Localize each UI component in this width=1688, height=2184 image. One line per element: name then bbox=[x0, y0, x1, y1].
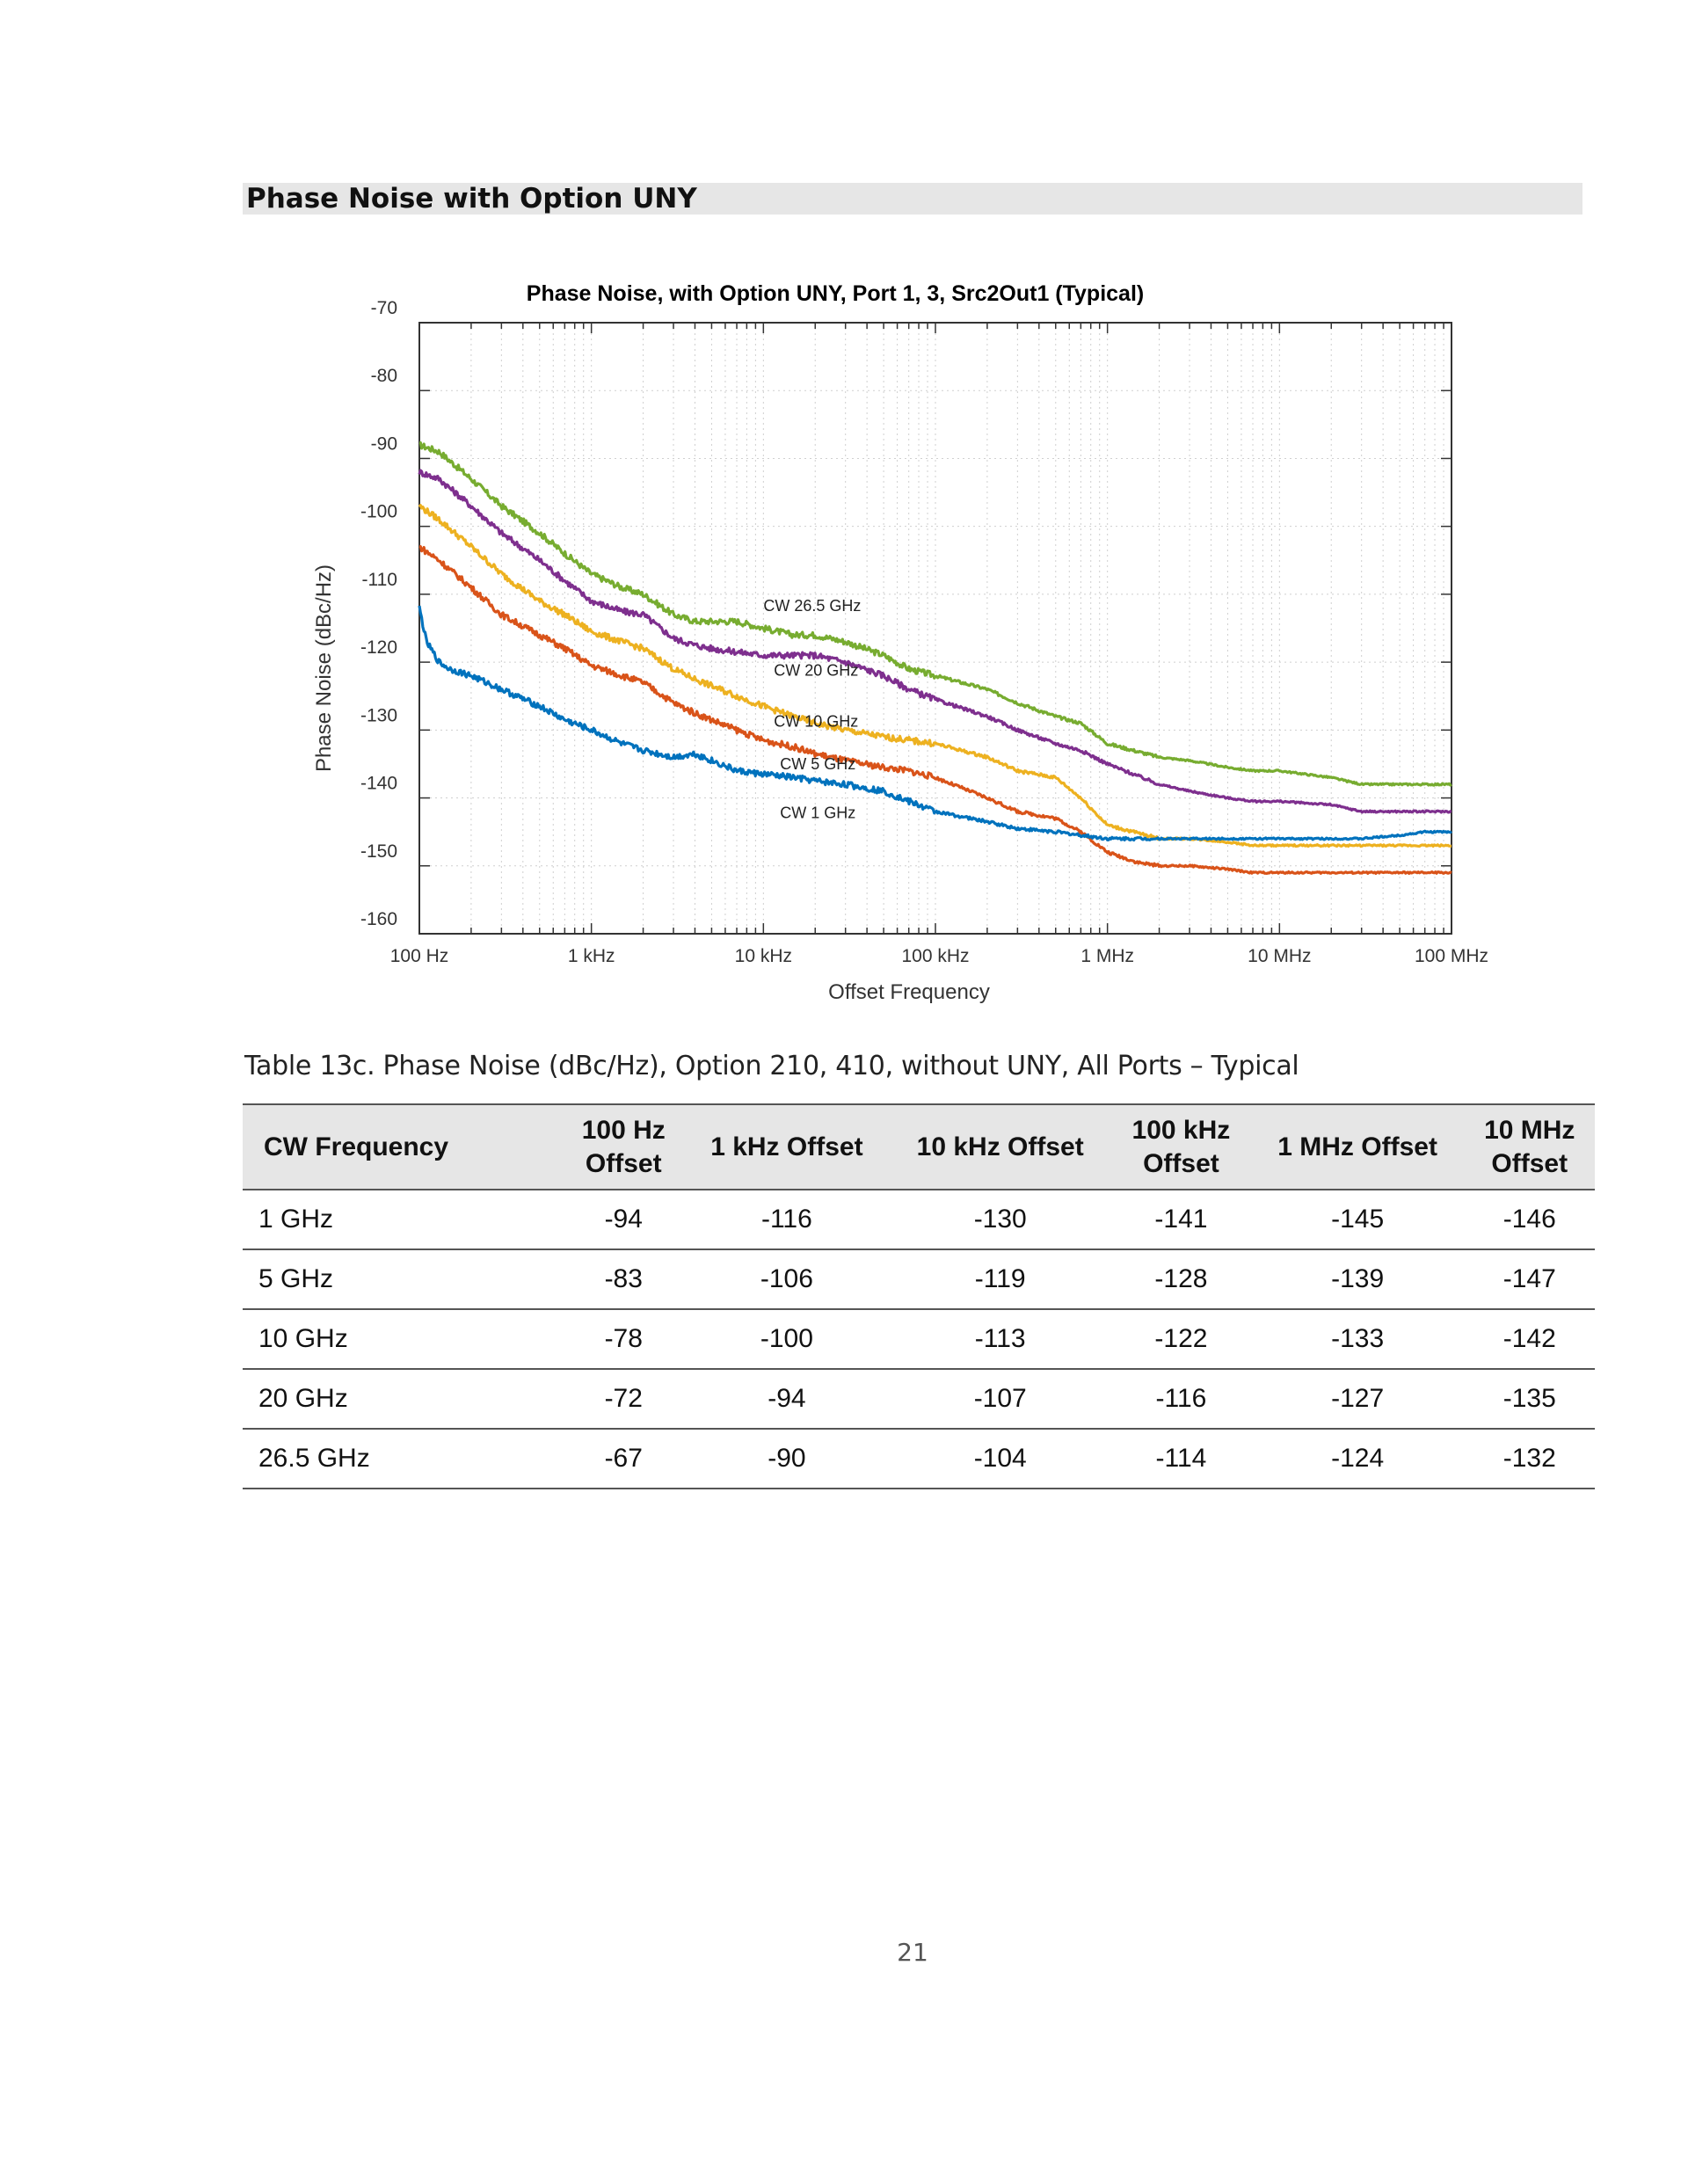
table-cell: -116 bbox=[684, 1190, 890, 1250]
y-axis-label: Phase Noise (dBc/Hz) bbox=[312, 564, 336, 772]
y-tick-label: -150 bbox=[360, 841, 397, 862]
y-tick-label: -160 bbox=[360, 909, 397, 929]
x-tick-label: 100 MHz bbox=[1415, 946, 1488, 966]
table-caption: Table 13c. Phase Noise (dBc/Hz), Option … bbox=[244, 1051, 1299, 1081]
table-cell: -147 bbox=[1464, 1249, 1595, 1310]
table-row: 5 GHz -83 -106 -119 -128 -139 -147 bbox=[243, 1249, 1595, 1310]
series-layer bbox=[418, 440, 1453, 876]
table-cell: -124 bbox=[1250, 1429, 1465, 1489]
table-cell: 26.5 GHz bbox=[243, 1429, 563, 1489]
table-cell: -122 bbox=[1111, 1309, 1251, 1370]
column-header: 100 Hz Offset bbox=[563, 1103, 685, 1190]
table-cell: -100 bbox=[684, 1309, 890, 1370]
table-cell: 1 GHz bbox=[243, 1190, 563, 1250]
table-cell: -104 bbox=[889, 1429, 1112, 1489]
chart-title: Phase Noise, with Option UNY, Port 1, 3,… bbox=[527, 281, 1144, 306]
table-row: 20 GHz -72 -94 -107 -116 -127 -135 bbox=[243, 1369, 1595, 1430]
series-line bbox=[418, 469, 1452, 814]
x-axis-label: Offset Frequency bbox=[828, 980, 990, 1004]
series-annotation: CW 5 GHz bbox=[780, 755, 855, 773]
table-cell: -141 bbox=[1111, 1190, 1251, 1250]
table-row: 10 GHz -78 -100 -113 -122 -133 -142 bbox=[243, 1309, 1595, 1370]
table-cell: -94 bbox=[563, 1190, 685, 1250]
table-cell: -128 bbox=[1111, 1249, 1251, 1310]
table-cell: -67 bbox=[563, 1429, 685, 1489]
y-tick-label: -100 bbox=[360, 502, 397, 522]
phase-noise-chart: Phase Noise, with Option UNY, Port 1, 3,… bbox=[312, 281, 1488, 1004]
series-annotation: CW 1 GHz bbox=[780, 804, 855, 822]
series-annotation: CW 20 GHz bbox=[774, 662, 858, 680]
table-cell: -94 bbox=[684, 1369, 890, 1430]
table-cell: -106 bbox=[684, 1249, 890, 1310]
column-header: 100 kHz Offset bbox=[1111, 1103, 1251, 1190]
table-cell: -116 bbox=[1111, 1369, 1251, 1430]
table-cell: -90 bbox=[684, 1429, 890, 1489]
series-line bbox=[418, 605, 1453, 842]
table-cell: -83 bbox=[563, 1249, 685, 1310]
chart-grid bbox=[419, 323, 1452, 934]
column-header: 10 MHz Offset bbox=[1464, 1103, 1595, 1190]
x-tick-label: 10 kHz bbox=[735, 946, 792, 966]
table-cell: -114 bbox=[1111, 1429, 1251, 1489]
table-cell: -78 bbox=[563, 1309, 685, 1370]
y-tick-label: -130 bbox=[360, 705, 397, 725]
column-header: 1 MHz Offset bbox=[1250, 1103, 1465, 1190]
x-tick-label: 10 MHz bbox=[1248, 946, 1311, 966]
table-cell: 10 GHz bbox=[243, 1309, 563, 1370]
table-cell: -145 bbox=[1250, 1190, 1465, 1250]
table-cell: -113 bbox=[889, 1309, 1112, 1370]
table-cell: -132 bbox=[1464, 1429, 1595, 1489]
table-header-row: CW Frequency 100 Hz Offset 1 kHz Offset 1… bbox=[243, 1103, 1595, 1190]
axis-ticks bbox=[419, 322, 1452, 935]
section-title: Phase Noise with Option UNY bbox=[243, 183, 1582, 215]
y-tick-label: -80 bbox=[371, 366, 397, 386]
table-cell: -139 bbox=[1250, 1249, 1465, 1310]
x-tick-label: 1 MHz bbox=[1080, 946, 1134, 966]
table-cell: -135 bbox=[1464, 1369, 1595, 1430]
y-tick-label: -120 bbox=[360, 637, 397, 658]
phase-noise-table: CW Frequency 100 Hz Offset 1 kHz Offset 1… bbox=[243, 1103, 1595, 1489]
table-row: 26.5 GHz -67 -90 -104 -114 -124 -132 bbox=[243, 1429, 1595, 1489]
series-line bbox=[418, 544, 1452, 876]
column-header: 1 kHz Offset bbox=[684, 1103, 890, 1190]
series-line bbox=[418, 440, 1452, 787]
tick-labels: -70 -80 -90 -100 -110 -120 -130 -140 -150 -160 100… bbox=[360, 298, 1488, 966]
column-header: 10 kHz Offset bbox=[889, 1103, 1112, 1190]
x-tick-label: 100 Hz bbox=[390, 946, 449, 966]
y-tick-label: -90 bbox=[371, 433, 397, 454]
table-cell: 5 GHz bbox=[243, 1249, 563, 1310]
table-cell: -107 bbox=[889, 1369, 1112, 1430]
table-cell: -72 bbox=[563, 1369, 685, 1430]
table-cell: -142 bbox=[1464, 1309, 1595, 1370]
table-cell: 20 GHz bbox=[243, 1369, 563, 1430]
series-annotation: CW 10 GHz bbox=[774, 712, 858, 730]
table-cell: -133 bbox=[1250, 1309, 1465, 1370]
series-annotations: CW 26.5 GHz CW 20 GHz CW 10 GHz CW 5 GHz CW … bbox=[763, 597, 861, 822]
y-tick-label: -70 bbox=[371, 298, 397, 318]
column-header: CW Frequency bbox=[243, 1103, 563, 1190]
series-line bbox=[418, 504, 1452, 848]
x-tick-label: 100 kHz bbox=[901, 946, 969, 966]
table-cell: -127 bbox=[1250, 1369, 1465, 1430]
y-tick-label: -110 bbox=[362, 570, 397, 590]
table-row: 1 GHz -94 -116 -130 -141 -145 -146 bbox=[243, 1190, 1595, 1250]
plot-frame bbox=[418, 322, 1452, 935]
table-cell: -146 bbox=[1464, 1190, 1595, 1250]
table-cell: -119 bbox=[889, 1249, 1112, 1310]
y-tick-label: -140 bbox=[360, 774, 397, 794]
table-cell: -130 bbox=[889, 1190, 1112, 1250]
x-tick-label: 1 kHz bbox=[568, 946, 615, 966]
series-annotation: CW 26.5 GHz bbox=[763, 597, 861, 615]
page-number: 21 bbox=[897, 1938, 928, 1967]
